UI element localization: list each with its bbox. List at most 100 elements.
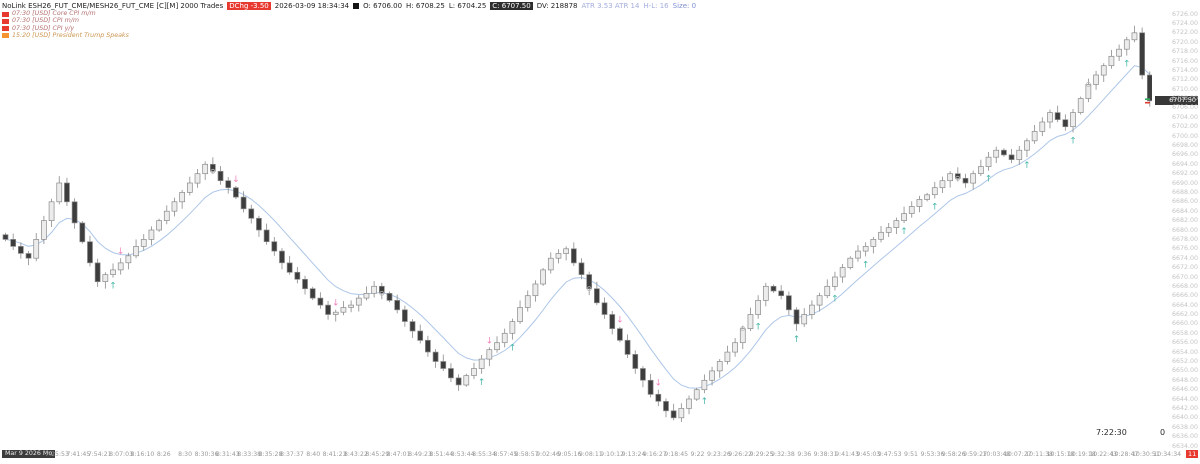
time-tick-label: 10:30:51 <box>1131 451 1160 458</box>
last-price-label: 6707.50 <box>1155 96 1198 106</box>
time-tick-label: 9:53:36 <box>920 451 945 458</box>
news-event-icon <box>2 26 9 32</box>
candle-body <box>970 173 977 184</box>
price-tick-label: 6670.00 <box>1171 273 1198 281</box>
candle-body <box>1093 74 1099 85</box>
candle-body <box>163 210 170 221</box>
candle-body <box>931 187 938 196</box>
time-tick-label: 8:58:57 <box>514 451 539 458</box>
candle-body <box>455 377 462 386</box>
candle-body <box>901 213 907 221</box>
candle-body <box>1031 131 1038 142</box>
candle-body <box>432 351 439 362</box>
candle-body <box>355 297 362 306</box>
chart-canvas[interactable]: ↑ ↑ ↑ ↑ ↑ ↑ ↑ ↑ ↑ ↑ ↑ ↑ ↑ ↑ ↓ ↓ ↓ ↓ ↓ ↓ <box>0 0 1152 448</box>
candle-body <box>916 199 923 207</box>
close-value-badge: C: 6707.50 <box>490 1 533 10</box>
trade-size-value: Size: 0 <box>672 1 697 10</box>
time-tick-label: 8:35:28 <box>258 451 283 458</box>
time-tick-label: 10:22:43 <box>1089 451 1118 458</box>
price-tick-label: 6698.00 <box>1171 142 1198 149</box>
symbol-text: NoLink ESH26_FUT_CME/MESH26_FUT_CME [C][… <box>2 1 224 10</box>
candle-body <box>816 295 823 306</box>
candle-body <box>1077 98 1084 113</box>
candle-body <box>609 314 616 329</box>
candle-body <box>678 408 685 419</box>
price-tick-label: 6662.00 <box>1171 311 1198 318</box>
time-tick-label: 10:03:48 <box>982 451 1011 458</box>
candle-body <box>186 182 193 193</box>
candle-body <box>18 246 24 254</box>
candle-body <box>978 166 984 174</box>
candle-body <box>594 288 600 304</box>
legend-item-cpi-mm[interactable]: 07:30 [USD] CPI m/m <box>2 18 129 25</box>
moving-average-line <box>5 65 1151 389</box>
candle-body <box>2 234 9 240</box>
candle-body <box>1131 32 1138 41</box>
candle-body <box>494 342 500 351</box>
time-tick-label: 9:51 <box>904 451 918 458</box>
candle-body <box>701 379 708 391</box>
news-event-icon <box>2 11 9 17</box>
high-value: H: 6708.25 <box>406 1 445 10</box>
candle-body <box>309 288 316 299</box>
candle-body <box>947 173 953 182</box>
candle-body <box>778 290 785 297</box>
price-tick-label: 6700.00 <box>1171 132 1198 140</box>
time-tick-label: 10:11:38 <box>1025 451 1053 458</box>
time-tick-label: 8:41:23 <box>322 451 347 458</box>
time-tick-label: 9:13:24 <box>621 451 646 458</box>
time-tick-label: 9:02:46 <box>536 451 560 458</box>
candle-body <box>41 220 47 240</box>
candle-body <box>893 220 900 228</box>
atr-value: ATR 3.53 ATR 14 <box>581 1 640 10</box>
daily-volume-value: DV: 218878 <box>536 1 578 10</box>
buy-signal-arrow-icon: ↑ <box>1023 161 1031 171</box>
buy-signal-arrow-icon: ↑ <box>478 378 486 388</box>
candle-body <box>217 170 224 182</box>
candle-body <box>378 285 385 294</box>
candle-body <box>985 156 992 167</box>
price-tick-label: 6706.00 <box>1171 104 1198 112</box>
price-tick-label: 6688.00 <box>1171 188 1198 196</box>
price-tick-label: 6640.00 <box>1171 414 1198 422</box>
candle-body <box>1108 55 1115 67</box>
candle-body <box>425 339 431 353</box>
candle-body <box>64 182 70 203</box>
price-tick-label: 6636.00 <box>1171 433 1198 441</box>
price-axis[interactable]: 6707.50 6726.00 6724.00 6722.00 6720.00 6718… <box>1152 0 1200 450</box>
price-tick-label: 6668.00 <box>1171 282 1198 290</box>
flat-marker-icon <box>1085 82 1091 87</box>
candle-body <box>801 314 808 325</box>
sell-signal-arrow-icon: ↓ <box>655 379 663 389</box>
news-event-icon <box>2 33 9 39</box>
candle-body <box>1139 32 1145 76</box>
candle-body <box>94 262 101 283</box>
candle-body <box>271 241 278 252</box>
price-tick-label: 6710.00 <box>1171 85 1198 93</box>
buy-signal-arrow-icon: ↑ <box>862 260 870 270</box>
sell-signal-arrow-icon: ↓ <box>332 299 340 309</box>
candle-body <box>601 302 608 315</box>
candle-body <box>617 328 623 341</box>
candle-body <box>870 239 877 247</box>
price-tick-label: 6714.00 <box>1171 66 1198 74</box>
legend-item-core-cpi[interactable]: 07:30 [USD] Core CPI m/m <box>2 11 129 18</box>
candle-body <box>194 173 201 184</box>
candle-body <box>402 309 408 322</box>
buy-signal-arrow-icon: ↑ <box>509 344 517 354</box>
candle-body <box>256 217 262 231</box>
flat-marker-icon <box>210 168 216 174</box>
candle-body <box>993 149 1000 158</box>
legend-item-trump-speaks[interactable]: 15:20 [USD] President Trump Speaks <box>2 32 129 40</box>
candle-body <box>471 368 477 376</box>
candle-body <box>839 267 846 278</box>
time-axis[interactable]: Mar 9 2026 Mo 11 7:25:53 7:41:45 7:54:21 8:… <box>0 448 1200 464</box>
candle-body <box>286 262 293 273</box>
legend-item-cpi-yy[interactable]: 07:30 [USD] CPI y/y <box>2 25 129 32</box>
candle-body <box>962 177 969 184</box>
news-event-icon <box>2 18 9 24</box>
time-tick-label: 9:08:11 <box>578 451 603 458</box>
time-tick-label: 9:29:25 <box>749 451 774 458</box>
time-tick-label: 10:28:47 <box>1110 451 1139 458</box>
